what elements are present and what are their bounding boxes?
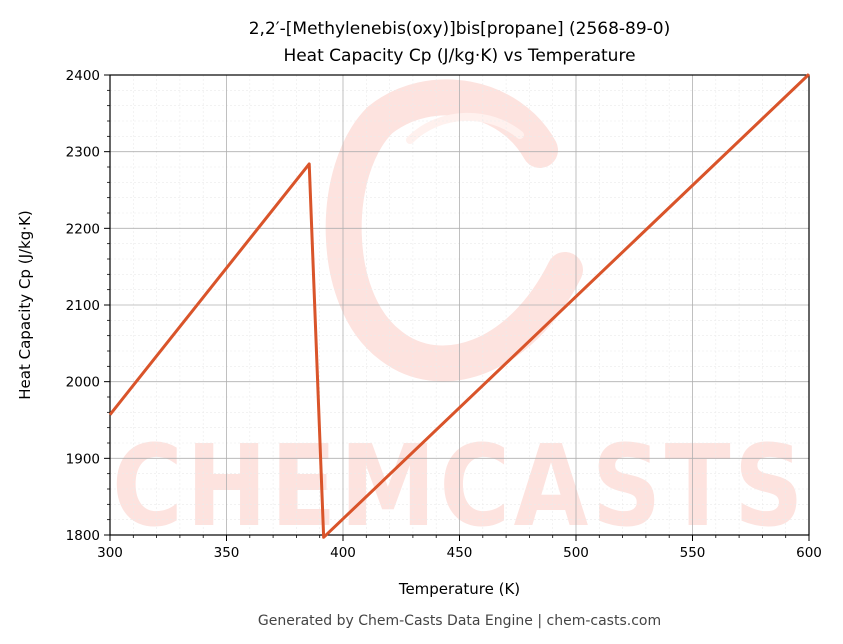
y-tick-label: 2400 [66, 68, 100, 84]
series-layer [108, 73, 811, 539]
chart-title: 2,2′-[Methylenebis(oxy)]bis[propane] (25… [249, 19, 671, 39]
chart-subtitle: Heat Capacity Cp (J/kg·K) vs Temperature [283, 46, 635, 66]
watermark: CHEMCASTS [112, 79, 807, 552]
watermark-logo-icon [325, 79, 583, 382]
x-tick-label: 350 [214, 545, 240, 561]
y-axis-ticks: 1800 1900 2000 2100 2200 2300 2400 [66, 68, 110, 544]
x-tick-label: 500 [563, 545, 589, 561]
x-tick-label: 400 [330, 545, 356, 561]
y-tick-label: 2100 [66, 298, 100, 314]
footer-credit: Generated by Chem-Casts Data Engine | ch… [258, 613, 661, 629]
y-tick-label: 1900 [66, 451, 100, 467]
x-tick-label: 300 [97, 545, 123, 561]
x-axis-ticks: 300 350 400 450 500 550 600 [97, 535, 822, 561]
y-tick-label: 1800 [66, 528, 100, 544]
series-line [108, 73, 811, 539]
y-axis-label: Heat Capacity Cp (J/kg·K) [16, 210, 34, 399]
x-axis-label: Temperature (K) [398, 580, 520, 598]
y-tick-label: 2200 [66, 221, 100, 237]
y-tick-label: 2000 [66, 375, 100, 391]
x-tick-label: 450 [447, 545, 473, 561]
x-tick-label: 600 [796, 545, 822, 561]
y-tick-label: 2300 [66, 145, 100, 161]
x-tick-label: 550 [680, 545, 706, 561]
watermark-text: CHEMCASTS [112, 422, 807, 552]
